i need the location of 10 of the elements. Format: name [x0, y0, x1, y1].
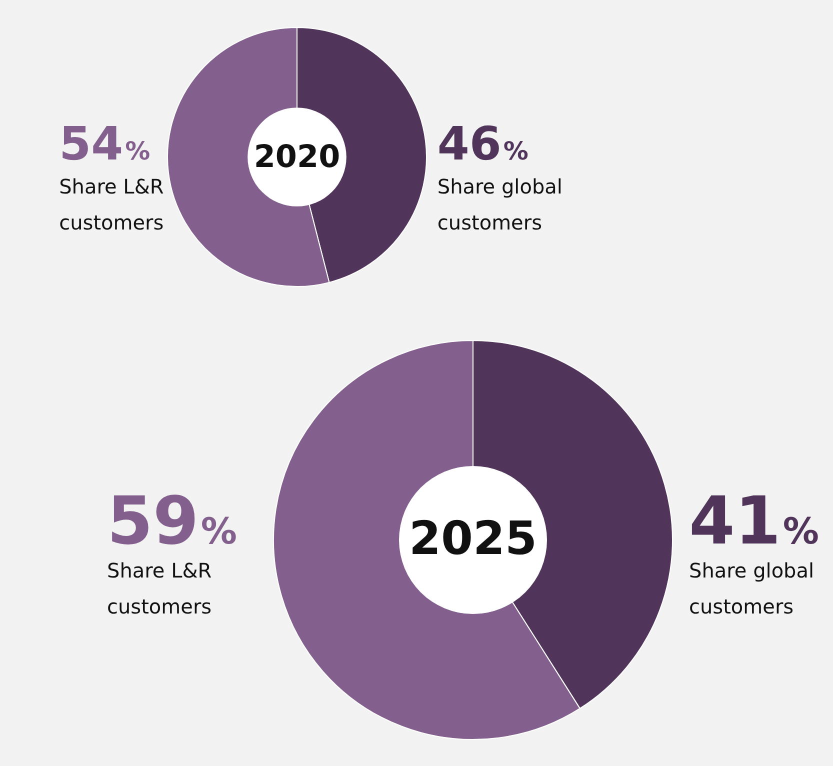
data-label: 46% — [437, 116, 528, 170]
data-label: 59% — [107, 482, 237, 560]
data-label: 41% — [689, 482, 819, 560]
slice-label: Share L&R customers — [107, 558, 212, 618]
slice-label: Share global customers — [689, 558, 814, 618]
slice-label: Share global customers — [437, 174, 562, 234]
text: 2025 — [408, 510, 538, 565]
slice-label: Share L&R customers — [59, 174, 164, 234]
text: 2020 — [254, 139, 340, 176]
data-label: 54% — [59, 116, 150, 170]
